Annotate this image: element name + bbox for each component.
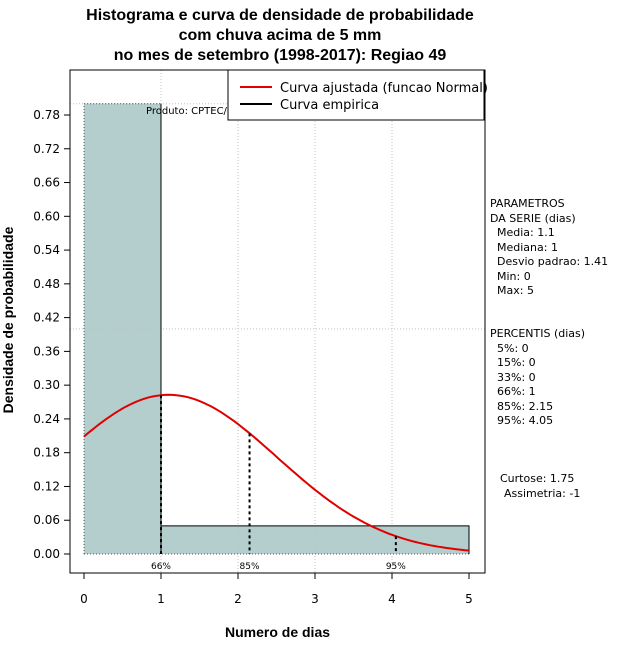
parameters-panel: PARAMETROS DA SERIE (dias) Media: 1.1 Me… (490, 197, 608, 299)
y-tick-label-0: 0.00 (33, 547, 60, 561)
x-tick-label-1: 1 (157, 592, 165, 606)
y-tick-label-3: 0.18 (33, 446, 60, 460)
shape-stats-panel: Curtose: 1.75 Assimetria: -1 (500, 472, 580, 501)
x-tick-label-3: 3 (311, 592, 319, 606)
chart-title-line-1: Histograma e curva de densidade de proba… (86, 7, 474, 24)
y-tick-label-7: 0.42 (33, 311, 60, 325)
param-min: Min: 0 (497, 269, 531, 283)
param-desvio: Desvio padrao: 1.41 (497, 255, 609, 268)
x-tick-label-4: 4 (388, 592, 396, 606)
normal-curve-line (83, 393, 470, 552)
param-media: Media: 1.1 (497, 226, 555, 239)
y-tick-label-13: 0.78 (33, 108, 60, 122)
percentis-title: PERCENTIS (dias) (490, 327, 586, 340)
product-annotation: Produto: CPTEC/INPE (146, 106, 250, 117)
y-axis-label: Densidade de probabilidade (0, 226, 16, 414)
y-tick-label-2: 0.12 (33, 479, 60, 493)
x-tick-label-5: 5 (465, 592, 473, 606)
chart-title-line-2: com chuva acima de 5 mm (178, 27, 382, 44)
stat-curtose: Curtose: 1.75 (500, 472, 575, 485)
percentile-label-66: 66% (151, 562, 171, 572)
percentil-85: 85%: 2.15 (497, 399, 554, 413)
percentil-15: 15%: 0 (497, 356, 536, 369)
y-tick-label-4: 0.24 (33, 412, 60, 426)
params-title-line-2: DA SERIE (dias) (490, 211, 576, 225)
y-tick-label-6: 0.36 (33, 344, 60, 358)
y-tick-label-1: 0.06 (33, 513, 60, 527)
y-tick-label-11: 0.66 (33, 176, 60, 190)
param-max: Max: 5 (497, 284, 534, 297)
chart-title-line-3: no mes de setembro (1998-2017): Regiao 4… (113, 47, 447, 64)
percentil-66: 66%: 1 (497, 385, 536, 398)
legend-label-1: Curva empirica (280, 98, 379, 113)
percentile-label-85: 85% (240, 562, 260, 572)
y-tick-label-10: 0.60 (33, 209, 60, 223)
x-axis-label: Numero de dias (224, 624, 331, 640)
y-tick-label-8: 0.48 (33, 277, 60, 291)
legend-box (227, 69, 485, 121)
param-mediana: Mediana: 1 (497, 240, 558, 254)
percentil-5: 5%: 0 (497, 341, 529, 355)
params-title-line-1: PARAMETROS (490, 197, 565, 210)
histogram-bar-1 (161, 525, 469, 554)
x-tick-label-2: 2 (234, 592, 242, 606)
y-tick-label-9: 0.54 (33, 243, 60, 257)
histogram-bar-0 (84, 103, 161, 554)
y-tick-label-5: 0.30 (33, 378, 60, 392)
y-tick-label-12: 0.72 (33, 142, 60, 156)
percentil-33: 33%: 0 (497, 370, 536, 384)
stat-assimetria: Assimetria: -1 (504, 486, 581, 500)
legend-label-0: Curva ajustada (funcao Normal) (280, 81, 488, 96)
percentil-95: 95%: 4.05 (497, 414, 554, 427)
percentis-panel: PERCENTIS (dias) 5%: 0 15%: 0 33%: 0 66%… (490, 327, 585, 429)
percentile-label-95: 95% (386, 562, 406, 572)
x-tick-label-0: 0 (80, 592, 88, 606)
